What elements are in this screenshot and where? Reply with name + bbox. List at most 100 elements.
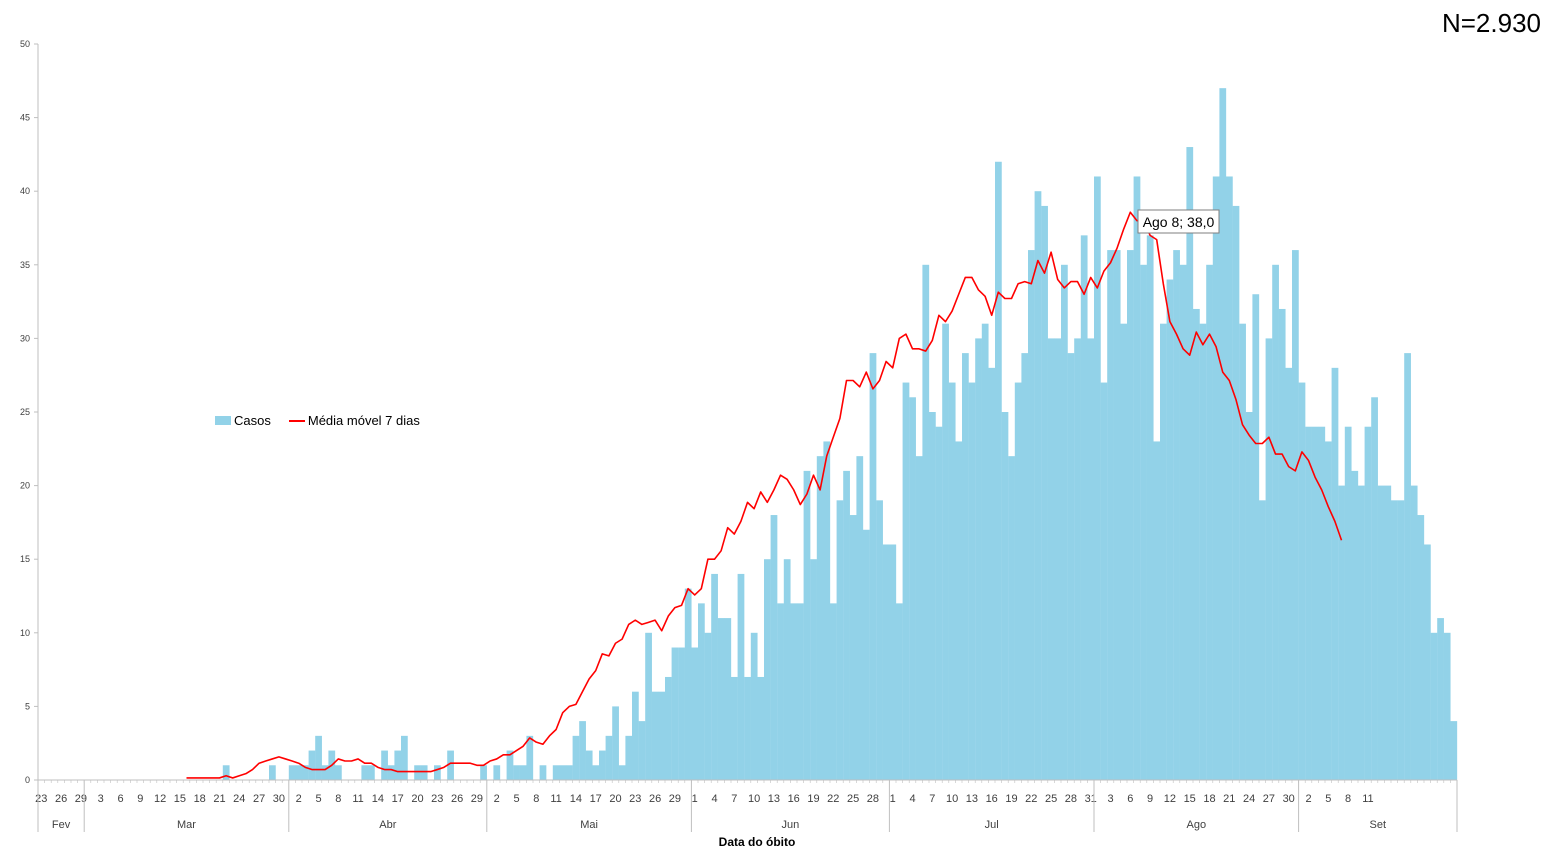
bar-casos <box>579 721 586 780</box>
bar-casos <box>526 735 534 780</box>
bar-casos <box>856 456 864 780</box>
x-tick-label: 29 <box>669 793 681 805</box>
bar-casos <box>1331 367 1339 780</box>
bar-casos <box>843 470 850 780</box>
bar-casos <box>1074 338 1081 780</box>
bar-casos <box>420 765 428 780</box>
x-tick-label: 3 <box>1107 793 1113 805</box>
bar-casos <box>1417 515 1425 780</box>
bar-casos <box>1179 264 1187 780</box>
bar-casos <box>1443 632 1451 780</box>
bar-casos <box>572 735 580 780</box>
bar-casos <box>1146 235 1154 781</box>
bar-casos <box>1087 338 1095 780</box>
bar-casos <box>434 765 441 780</box>
bar-casos <box>915 456 923 780</box>
bar-casos <box>1325 441 1332 780</box>
x-tick-label: 28 <box>867 793 879 805</box>
bar-casos <box>711 573 718 780</box>
bar-casos <box>1377 485 1385 780</box>
bar-casos <box>658 691 666 780</box>
x-tick-label: 22 <box>827 793 839 805</box>
bar-casos <box>1160 323 1167 780</box>
bar-casos <box>1344 426 1352 780</box>
bar-casos <box>889 544 897 780</box>
bar-casos <box>1410 485 1418 780</box>
bar-casos <box>1318 426 1326 780</box>
bar-casos <box>1397 500 1405 780</box>
bar-casos <box>962 353 969 780</box>
bar-casos <box>1292 250 1299 780</box>
bar-casos <box>1450 721 1458 780</box>
bar-casos <box>566 765 573 780</box>
bar-casos <box>1232 205 1240 781</box>
bar-casos <box>684 588 692 780</box>
bar-casos <box>1047 338 1055 780</box>
bar-casos <box>744 676 751 780</box>
bar-casos <box>638 721 646 780</box>
bar-casos <box>519 765 527 780</box>
x-tick-label: 26 <box>451 793 463 805</box>
bar-casos <box>387 765 395 780</box>
bar-casos <box>1186 147 1194 781</box>
bar-casos <box>302 765 309 780</box>
y-tick-label: 25 <box>20 407 30 417</box>
bar-casos <box>513 765 520 780</box>
bar-casos <box>783 559 791 780</box>
month-label: Set <box>1370 819 1387 831</box>
bar-casos <box>1140 264 1147 780</box>
x-tick-label: 25 <box>1045 793 1057 805</box>
bar-casos <box>368 765 375 780</box>
bar-casos <box>308 750 316 780</box>
bar-casos <box>1199 323 1207 780</box>
x-tick-label: 9 <box>137 793 143 805</box>
bar-casos <box>1430 632 1438 780</box>
bar-casos <box>1212 176 1220 781</box>
bar-casos <box>645 632 652 780</box>
bar-casos <box>830 603 837 780</box>
bar-casos <box>605 735 613 780</box>
bar-casos <box>1133 176 1141 781</box>
bar-casos <box>1014 382 1022 780</box>
bar-casos <box>1001 412 1009 780</box>
y-tick-label: 50 <box>20 39 30 49</box>
bar-casos <box>288 765 296 780</box>
bar-casos <box>315 735 322 780</box>
bar-casos <box>269 765 276 780</box>
bar-casos <box>1311 426 1319 780</box>
bar-casos <box>1193 308 1200 780</box>
x-tick-label: 5 <box>513 793 519 805</box>
data-label-box <box>1137 209 1220 234</box>
month-label: Ago <box>1187 819 1207 831</box>
bar-casos <box>1259 500 1266 780</box>
bar-casos <box>1265 338 1273 780</box>
x-tick-label: 11 <box>352 793 363 805</box>
x-tick-label: 14 <box>372 793 384 805</box>
bar-casos <box>1173 250 1180 780</box>
bar-casos <box>552 765 560 780</box>
bar-casos <box>295 765 303 780</box>
bar-casos <box>1391 500 1398 780</box>
bar-casos <box>618 765 626 780</box>
bar-casos <box>1120 323 1128 780</box>
x-tick-label: 9 <box>1147 793 1153 805</box>
x-tick-label: 4 <box>711 793 717 805</box>
x-tick-label: 20 <box>411 793 423 805</box>
x-tick-label: 3 <box>98 793 104 805</box>
bar-casos <box>599 750 606 780</box>
bar-casos <box>836 500 844 780</box>
bar-casos <box>942 323 949 780</box>
bar-casos <box>480 765 487 780</box>
bar-casos <box>539 765 547 780</box>
bar-casos <box>731 676 738 780</box>
x-tick-label: 31 <box>1085 793 1097 805</box>
bar-casos <box>803 470 811 780</box>
bar-casos <box>665 676 672 780</box>
bar-casos <box>506 750 514 780</box>
x-tick-label: 14 <box>570 793 582 805</box>
bar-casos <box>995 161 1002 780</box>
y-tick-label: 15 <box>20 554 30 564</box>
bar-casos <box>1094 176 1101 781</box>
x-tick-label: 20 <box>609 793 621 805</box>
bar-casos <box>1272 264 1279 780</box>
